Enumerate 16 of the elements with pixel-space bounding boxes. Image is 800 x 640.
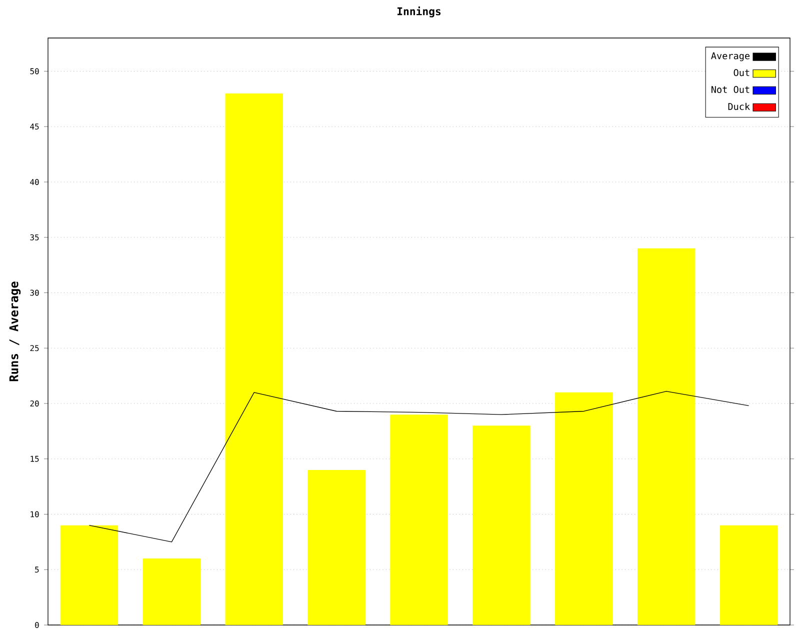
bar [225, 93, 283, 625]
chart-title: Innings [398, 6, 441, 18]
bar [308, 470, 366, 625]
bar [720, 525, 778, 625]
bar [390, 414, 448, 625]
bar [637, 248, 696, 625]
line-series [88, 390, 750, 542]
y-axis-title: Runs / Average [9, 282, 21, 382]
legend-label: Not Out [712, 86, 750, 94]
bar [60, 525, 118, 625]
bar [142, 558, 201, 625]
legend-label: Duck [728, 102, 750, 110]
legend-label: Average [711, 52, 750, 62]
bar [472, 426, 530, 625]
bar [555, 392, 613, 625]
legend-label: Out [734, 69, 750, 76]
